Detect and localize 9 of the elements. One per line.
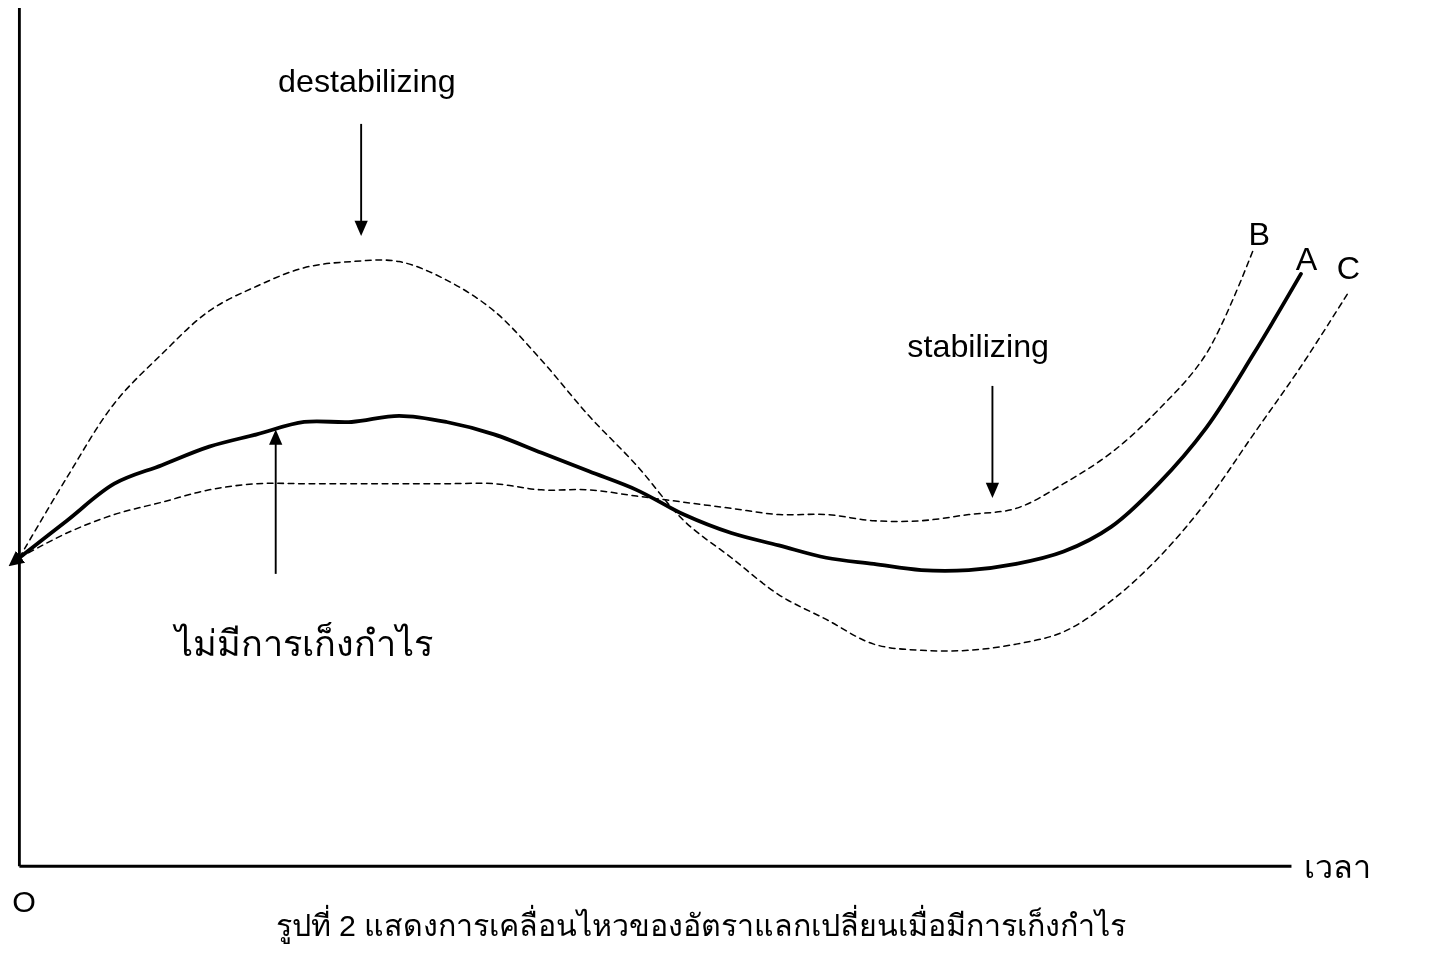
series-label: C xyxy=(1336,250,1361,287)
series-label: A xyxy=(1295,241,1318,278)
text: destabilizing xyxy=(278,62,456,99)
text: O xyxy=(12,884,36,918)
x-axis-title: เวลา xyxy=(1303,848,1371,885)
series-label: B xyxy=(1248,216,1270,253)
annotation: ไม่มีการเก็งกำไร xyxy=(172,620,434,664)
annotation: stabilizing xyxy=(907,328,1050,365)
text: รูปที่ 2 แสดงการเคลื่อนไหวของอัตราแลกเปลี่ยนเมื่อมีการเก็งกำไร xyxy=(275,904,1127,945)
